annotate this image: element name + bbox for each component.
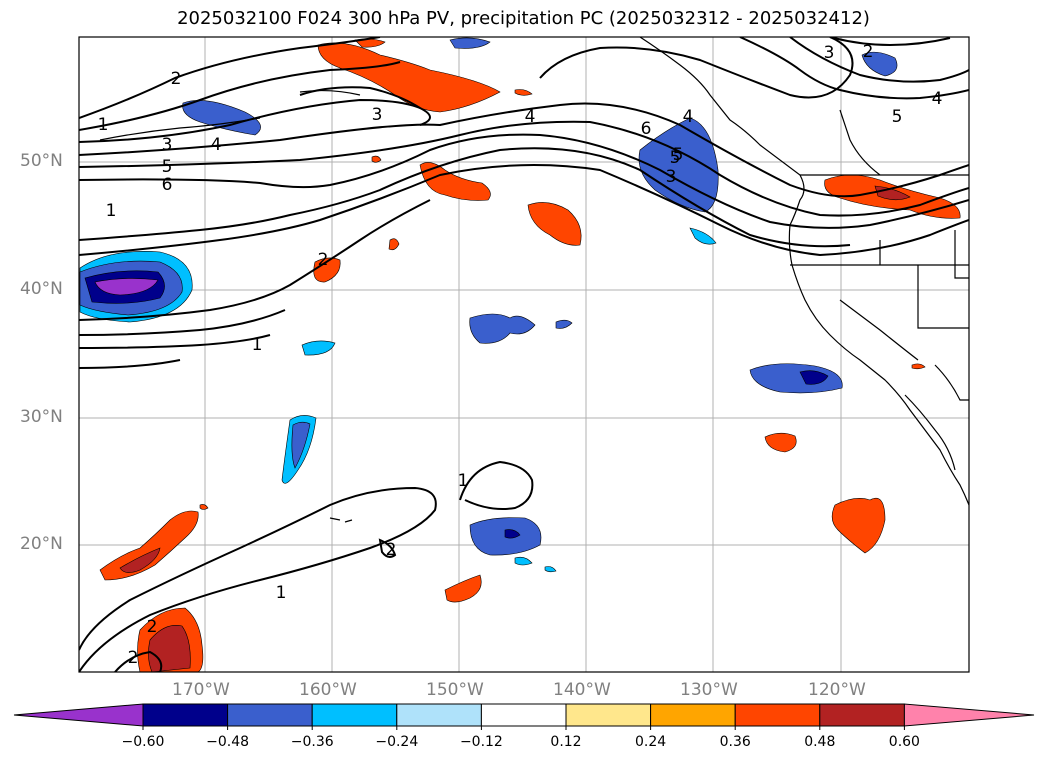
precip-neg-blob — [555, 319, 573, 329]
precip-pos-blob — [911, 363, 926, 370]
lat-label: 20°N — [20, 534, 63, 554]
precip-neg-blob — [94, 278, 159, 296]
colorbar — [13, 703, 1035, 730]
contour-label: 2 — [147, 617, 158, 637]
contour-label: 4 — [683, 107, 694, 127]
contour-label: 2 — [171, 69, 182, 89]
contour-label: 6 — [162, 175, 173, 195]
contour-label: 3 — [372, 105, 383, 125]
precip-pos-blob — [388, 238, 400, 251]
precip-neg-blob — [514, 556, 533, 566]
precip-neg-blob — [504, 529, 521, 539]
colorbar-tick-label: 0.24 — [635, 734, 667, 750]
contour-label: 3 — [824, 43, 835, 63]
contour-label: 1 — [252, 335, 263, 355]
colorbar-tick-label: 0.36 — [719, 734, 751, 750]
contour-label: 5 — [673, 145, 684, 165]
colorbar-tick-label: 0.60 — [888, 734, 920, 750]
lon-label: 170°W — [172, 680, 230, 700]
precip-neg-blob — [799, 370, 829, 385]
colorbar-tick-label: −0.60 — [121, 734, 165, 750]
colorbar-tick-label: 0.12 — [550, 734, 582, 750]
contour-label: 4 — [525, 107, 536, 127]
lon-label: 150°W — [426, 680, 484, 700]
colorbar-tick-label: −0.48 — [206, 734, 250, 750]
precip-pos-blob — [317, 42, 501, 113]
precip-neg-blob — [544, 566, 557, 573]
colorbar-swatch — [480, 703, 567, 727]
contour-label: 1 — [106, 201, 117, 221]
contour-label: 2 — [128, 648, 139, 668]
lat-label: 40°N — [20, 279, 63, 299]
lon-label: 140°W — [553, 680, 611, 700]
map-title: 2025032100 F024 300 hPa PV, precipitatio… — [177, 8, 870, 29]
precip-neg-blob — [469, 313, 536, 344]
precip-neg-blob — [291, 421, 311, 469]
lon-label: 130°W — [680, 680, 738, 700]
colorbar-swatch — [650, 703, 736, 727]
precip-pos-blob — [831, 497, 886, 554]
contour-label: 6 — [641, 119, 652, 139]
contour-label: 3 — [666, 167, 677, 187]
contour-label: 2 — [386, 540, 397, 560]
precip-pos-blob — [514, 89, 533, 96]
contour-labels: 1234561234563452311221245 — [98, 42, 943, 668]
lat-label: 30°N — [20, 407, 63, 427]
contour-label: 3 — [162, 135, 173, 155]
contour-label: 5 — [670, 148, 681, 168]
contour-label: 5 — [162, 157, 173, 177]
lon-label: 160°W — [299, 680, 357, 700]
precip-pos-blob — [119, 547, 161, 573]
colorbar-swatch — [311, 703, 398, 727]
colorbar-swatch — [227, 703, 313, 727]
colorbar-extend-min — [13, 703, 144, 727]
precip-neg-blob — [749, 363, 843, 394]
precip-pos-blob — [419, 162, 491, 201]
contour-label: 5 — [892, 107, 903, 127]
precip-neg-blob — [861, 51, 898, 77]
colorbar-swatch — [734, 703, 821, 727]
precip-pos-blob — [444, 574, 482, 603]
precip-pos-blob — [313, 257, 341, 283]
colorbar-tick-label: −0.12 — [459, 734, 503, 750]
colorbar-swatch — [396, 703, 482, 727]
colorbar-swatch — [819, 703, 905, 727]
precip-neg-blob — [449, 37, 491, 49]
precip-pos-blob — [527, 202, 582, 246]
colorbar-tick-label: 0.48 — [804, 734, 836, 750]
precip-pos-blob — [371, 155, 382, 163]
precip-pos-blob — [99, 510, 199, 581]
graticule — [79, 37, 969, 672]
map-frame — [78, 36, 970, 673]
precip-neg-blob — [301, 340, 336, 356]
precipitation-shading — [79, 37, 961, 672]
lat-label: 50°N — [20, 151, 63, 171]
lon-label: 120°W — [808, 680, 866, 700]
contour-label: 2 — [318, 250, 329, 270]
pv-contours — [79, 37, 969, 672]
colorbar-extend-max — [903, 703, 1035, 727]
colorbar-tick-label: −0.36 — [290, 734, 334, 750]
contour-label: 1 — [276, 583, 287, 603]
contour-label: 1 — [458, 471, 469, 491]
contour-label: 1 — [98, 115, 109, 135]
colorbar-swatch — [565, 703, 652, 727]
precip-neg-blob — [182, 100, 261, 136]
contour-label: 4 — [211, 135, 222, 155]
coastlines — [99, 37, 969, 523]
contour-label: 2 — [863, 42, 874, 62]
precip-pos-blob — [764, 432, 797, 453]
colorbar-swatch — [142, 703, 229, 727]
precip-pos-blob — [199, 504, 209, 510]
contour-label: 4 — [932, 89, 943, 109]
colorbar-tick-label: −0.24 — [375, 734, 419, 750]
precip-neg-blob — [689, 227, 717, 245]
